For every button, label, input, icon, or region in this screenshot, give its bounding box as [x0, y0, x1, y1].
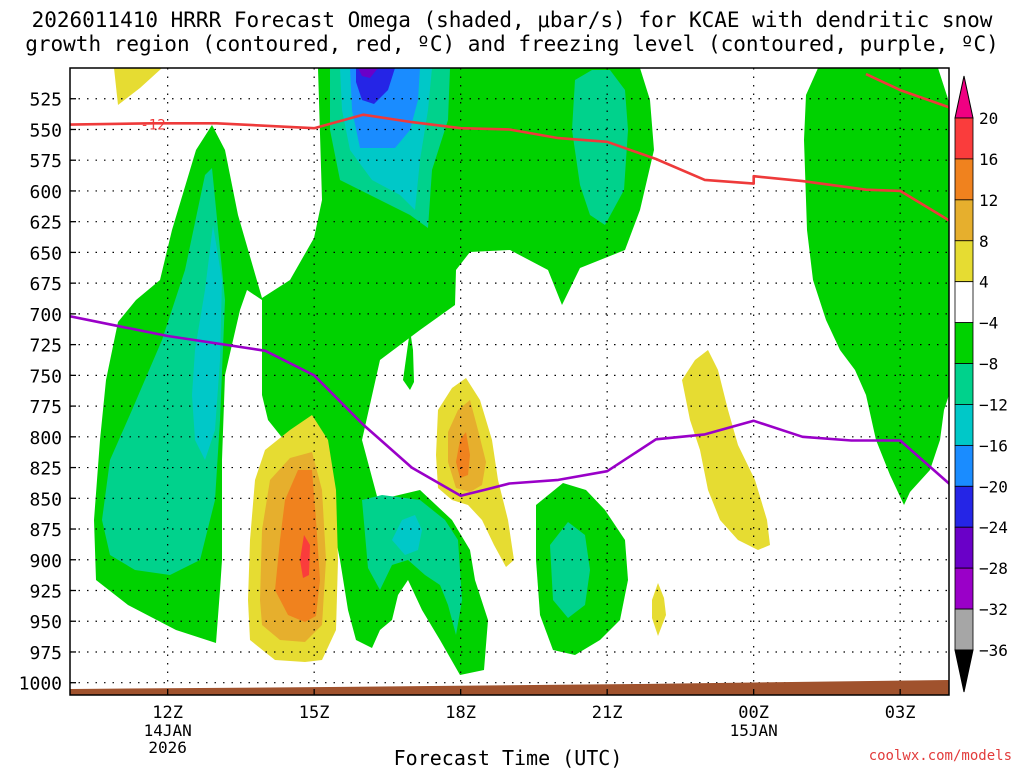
- y-tick-label: 900: [29, 551, 62, 572]
- colorbar-swatch: [954, 117, 974, 160]
- colorbar-label: 16: [979, 150, 998, 169]
- colorbar-max-arrow: [954, 75, 974, 119]
- y-tick-label: 1000: [19, 674, 62, 695]
- y-tick-label: 675: [29, 274, 62, 295]
- x-tick-sublabel: 14JAN: [144, 721, 192, 740]
- y-tick-label: 550: [29, 120, 62, 141]
- y-tick-label: 925: [29, 582, 62, 603]
- colorbar-swatch: [954, 567, 974, 610]
- freezing-level-line: [70, 315, 949, 498]
- omega-region-yellow-d: [652, 583, 666, 636]
- colorbar-min-arrow: [954, 649, 974, 693]
- omega-region-green-right: [804, 68, 949, 505]
- terrain-ground: [70, 680, 949, 695]
- y-tick-label: 875: [29, 520, 62, 541]
- y-tick-label: 625: [29, 213, 62, 234]
- colorbar-swatch: [954, 363, 974, 405]
- omega-region-teal-lower: [362, 495, 462, 635]
- plot-frame: [69, 67, 950, 696]
- x-tick-label: 15Z: [299, 703, 330, 723]
- colorbar-swatch: [954, 404, 974, 446]
- colorbar-label: −8: [979, 355, 998, 374]
- x-tick-label: 03Z: [885, 703, 916, 723]
- colorbar-swatch: [954, 199, 974, 242]
- y-tick-label: 525: [29, 90, 62, 111]
- shaded-omega-field: [94, 68, 949, 675]
- y-tick-label: 700: [29, 305, 62, 326]
- x-tick-label: 12Z: [152, 703, 183, 723]
- x-axis-title: Forecast Time (UTC): [394, 746, 623, 768]
- dendritic-contour-line-upper: [865, 72, 949, 109]
- chart-title-line1: 2026011410 HRRR Forecast Omega (shaded, …: [31, 8, 993, 32]
- colorbar-label: −28: [979, 559, 1008, 578]
- colorbar-label: −36: [979, 641, 1008, 660]
- omega-region-yellow-top: [114, 68, 162, 105]
- y-tick-label: 725: [29, 336, 62, 357]
- x-tick-label: 00Z: [738, 703, 769, 723]
- colorbar-label: −12: [979, 395, 1008, 414]
- y-tick-label: 775: [29, 397, 62, 418]
- watermark-url: coolwx.com/models: [868, 748, 1012, 764]
- contour-lines: -12: [70, 72, 949, 498]
- colorbar-swatch: [954, 281, 974, 324]
- y-tick-label: 750: [29, 366, 62, 387]
- x-tick-sublabel: 15JAN: [730, 721, 778, 740]
- omega-region-yellow-c: [682, 350, 770, 550]
- omega-region-teal-top-right: [572, 70, 628, 225]
- x-tick-label: 21Z: [592, 703, 623, 723]
- omega-region-darkblue: [356, 68, 395, 104]
- colorbar-label: −24: [979, 518, 1008, 537]
- colorbar-label: −16: [979, 436, 1008, 455]
- colorbar-swatch: [954, 240, 974, 283]
- omega-region-orange-b: [456, 432, 470, 478]
- colorbar-swatch: [954, 485, 974, 528]
- y-tick-label: 850: [29, 489, 62, 510]
- colorbar-label: −20: [979, 477, 1008, 496]
- colorbar-label: 12: [979, 191, 998, 210]
- colorbar-swatch: [954, 444, 974, 487]
- y-axis: 525 550 575 600 625 650 675 700 725 750 775 800 825 8…: [19, 90, 76, 695]
- y-tick-label: 600: [29, 182, 62, 203]
- omega-region-red: [300, 535, 310, 578]
- colorbar-swatch: [954, 322, 974, 364]
- y-tick-label: 650: [29, 243, 62, 264]
- colorbar-label: 8: [979, 232, 989, 251]
- omega-region-teal-mid: [550, 522, 590, 618]
- y-tick-label: 950: [29, 612, 62, 633]
- y-tick-label: 575: [29, 151, 62, 172]
- y-tick-label: 800: [29, 428, 62, 449]
- x-tick-label: 18Z: [445, 703, 476, 723]
- colorbar-label: −32: [979, 600, 1008, 619]
- colorbar-label: 4: [979, 273, 989, 292]
- omega-region-orange-a: [275, 470, 320, 622]
- colorbar-swatch: [954, 608, 974, 651]
- omega-region-green-left: [94, 68, 654, 675]
- omega-region-cyan-lower: [392, 515, 422, 555]
- omega-region-purple: [358, 68, 378, 78]
- y-tick-label: 825: [29, 459, 62, 480]
- colorbar-label: 20: [979, 109, 998, 128]
- y-tick-label: 975: [29, 643, 62, 664]
- colorbar-swatch: [954, 526, 974, 569]
- omega-region-teal-left: [102, 168, 225, 575]
- colorbar-label: −4: [979, 314, 998, 333]
- contour-label: -12: [140, 117, 165, 133]
- dendritic-contour-line: [70, 113, 949, 222]
- colorbar-swatch: [954, 158, 974, 201]
- ground-surface: [70, 680, 949, 695]
- chart-title-line2: growth region (contoured, red, ºC) and f…: [25, 32, 999, 56]
- colorbar: 20 16 12 8 4 −4 −8 −12 −16 −20 −24 −28 −32 −36: [954, 75, 1008, 693]
- x-tick-sublabel: 2026: [148, 738, 187, 757]
